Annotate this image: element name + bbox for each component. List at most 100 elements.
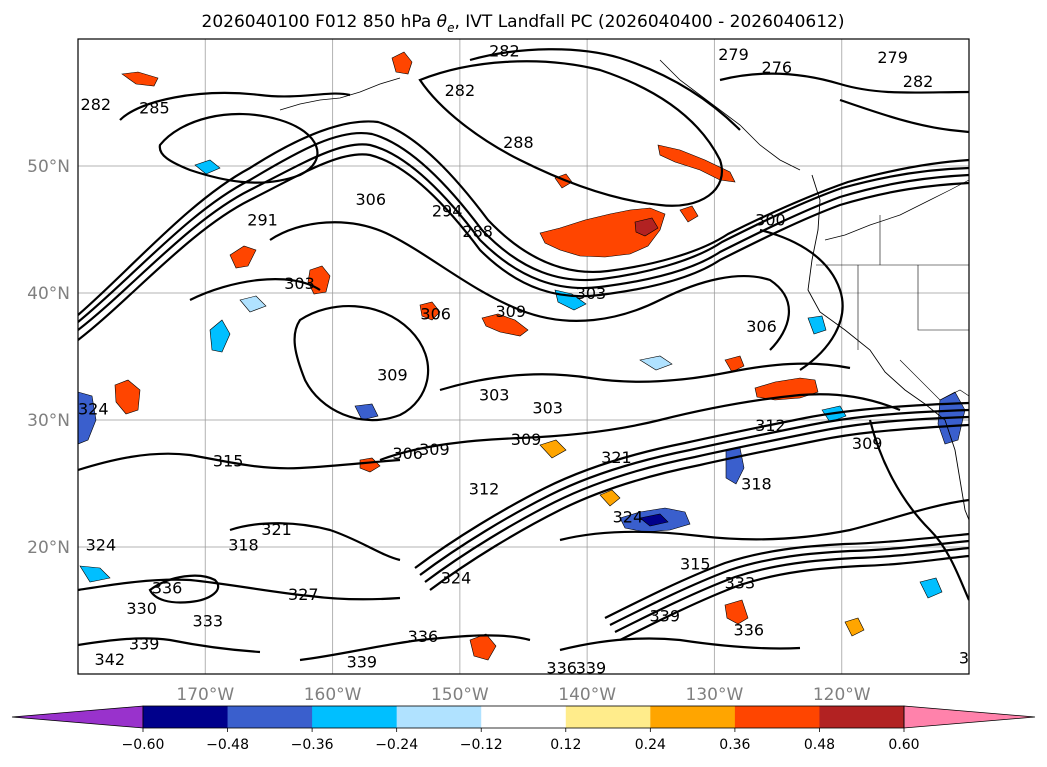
contour-label: 315 bbox=[213, 452, 244, 471]
colorbar-segment bbox=[396, 706, 482, 728]
strong-negative-area bbox=[639, 513, 669, 527]
negative-anomaly-area bbox=[639, 355, 673, 371]
contour-line bbox=[78, 578, 401, 601]
map-panel: 282 279 276 279 282 282 282 285 288 306 294 288 300 2… bbox=[77, 38, 970, 678]
colorbar-tick-label: −0.12 bbox=[460, 737, 503, 753]
positive-anomaly-area bbox=[599, 489, 621, 507]
contour-label: 294 bbox=[432, 201, 463, 220]
contour-line bbox=[719, 72, 969, 94]
contour-label: 309 bbox=[377, 365, 408, 384]
contour-label: 282 bbox=[81, 95, 112, 114]
contour-line bbox=[229, 522, 401, 562]
contour-line bbox=[78, 131, 969, 323]
contour-label: 303 bbox=[576, 284, 607, 303]
colorbar-segment bbox=[312, 706, 398, 728]
contour-label: 285 bbox=[139, 99, 170, 118]
contour-label: 300 bbox=[755, 210, 786, 229]
theta-e-contours bbox=[78, 48, 969, 662]
positive-anomaly-area bbox=[539, 439, 567, 459]
contour-line bbox=[78, 637, 261, 654]
contour-label: 333 bbox=[193, 612, 224, 631]
contour-label: 318 bbox=[228, 535, 259, 554]
contour-label: 324 bbox=[78, 400, 109, 419]
contour-line bbox=[158, 112, 319, 184]
contour-label: 309 bbox=[852, 434, 883, 453]
contour-line bbox=[293, 305, 430, 422]
contour-line bbox=[78, 153, 969, 341]
x-tick-label: 170°W bbox=[176, 685, 234, 705]
contour-label: 315 bbox=[680, 555, 711, 574]
contour-label: 327 bbox=[288, 585, 319, 604]
contour-line bbox=[119, 91, 351, 121]
positive-anomaly-area bbox=[724, 355, 745, 373]
colorbar-tick-label: 0.24 bbox=[635, 737, 666, 753]
positive-anomaly-area bbox=[844, 617, 865, 637]
contour-line bbox=[559, 498, 969, 542]
x-tick-label: 130°W bbox=[686, 685, 744, 705]
contour-line bbox=[299, 634, 531, 662]
positive-anomaly-area bbox=[539, 207, 666, 258]
contour-label: 306 bbox=[355, 190, 386, 209]
coastline bbox=[279, 59, 969, 521]
colorbar-tick-label: −0.48 bbox=[206, 737, 249, 753]
contour-label: 324 bbox=[441, 568, 472, 587]
contour-label: 309 bbox=[495, 302, 526, 321]
contour-label: 282 bbox=[903, 72, 934, 91]
positive-anomaly-area bbox=[419, 301, 441, 321]
colorbar: −0.60 −0.48 −0.36 −0.24 −0.12 0.12 0.24 0.36 0.4… bbox=[11, 705, 1036, 753]
colorbar-segment bbox=[565, 706, 651, 728]
chart-title: 2026040100 F012 850 hPa θe, IVT Landfall… bbox=[202, 12, 845, 35]
contour-label: 306 bbox=[392, 444, 423, 463]
contour-label: 321 bbox=[261, 520, 292, 539]
contour-label: 306 bbox=[420, 304, 451, 323]
contour-label: 279 bbox=[718, 45, 749, 64]
colorbar-segment bbox=[819, 706, 905, 728]
positive-anomaly-area bbox=[229, 245, 257, 269]
contour-label: 276 bbox=[762, 58, 793, 77]
contour-line bbox=[148, 574, 220, 604]
contour-label: 279 bbox=[877, 48, 908, 67]
contour-label: 309 bbox=[511, 430, 542, 449]
contour-label: 339 bbox=[650, 607, 681, 626]
contour-line bbox=[429, 423, 969, 591]
contour-label: 303 bbox=[532, 398, 563, 417]
colorbar-tick-label: −0.24 bbox=[375, 737, 418, 753]
positive-anomaly-area bbox=[724, 599, 749, 625]
contour-label: 339 bbox=[576, 659, 607, 678]
negative-anomaly-area bbox=[919, 577, 943, 599]
positive-anomaly-area bbox=[481, 313, 529, 337]
x-tick-label: 160°W bbox=[304, 685, 362, 705]
colorbar-tick-label: −0.60 bbox=[122, 737, 165, 753]
contour-line bbox=[614, 546, 969, 633]
contour-label: 330 bbox=[126, 599, 157, 618]
negative-anomaly-area bbox=[194, 159, 221, 175]
contour-line bbox=[619, 554, 969, 641]
colorbar-tick-label: 0.36 bbox=[719, 737, 750, 753]
contour-line bbox=[604, 532, 969, 619]
gridlines bbox=[78, 39, 969, 674]
contour-label: 321 bbox=[601, 448, 632, 467]
contour-line bbox=[868, 419, 969, 601]
contour-label: 282 bbox=[445, 81, 476, 100]
negative-anomaly-area bbox=[239, 295, 267, 313]
contour-labels: 282 279 276 279 282 282 282 285 288 306 294 288 300 2… bbox=[78, 41, 969, 678]
contour-label: 333 bbox=[725, 574, 756, 593]
contour-line bbox=[419, 408, 969, 576]
contour-label: 336 bbox=[152, 579, 183, 598]
pc-shading bbox=[78, 51, 966, 661]
contour-line bbox=[414, 401, 969, 569]
contour-label: 336 bbox=[408, 627, 439, 646]
negative-anomaly-area bbox=[78, 391, 97, 445]
contour-line bbox=[78, 120, 969, 316]
negative-anomaly-area bbox=[354, 403, 379, 421]
contour-label: 324 bbox=[86, 535, 117, 554]
positive-anomaly-area bbox=[121, 71, 159, 87]
colorbar-tick-label: 0.48 bbox=[804, 737, 835, 753]
contour-label: 3 bbox=[959, 648, 969, 667]
contour-line bbox=[609, 539, 969, 626]
contour-label: 282 bbox=[489, 41, 520, 60]
contour-label: 336 bbox=[546, 659, 577, 678]
positive-anomaly-area bbox=[679, 205, 699, 223]
title-subscript: e bbox=[447, 21, 454, 35]
